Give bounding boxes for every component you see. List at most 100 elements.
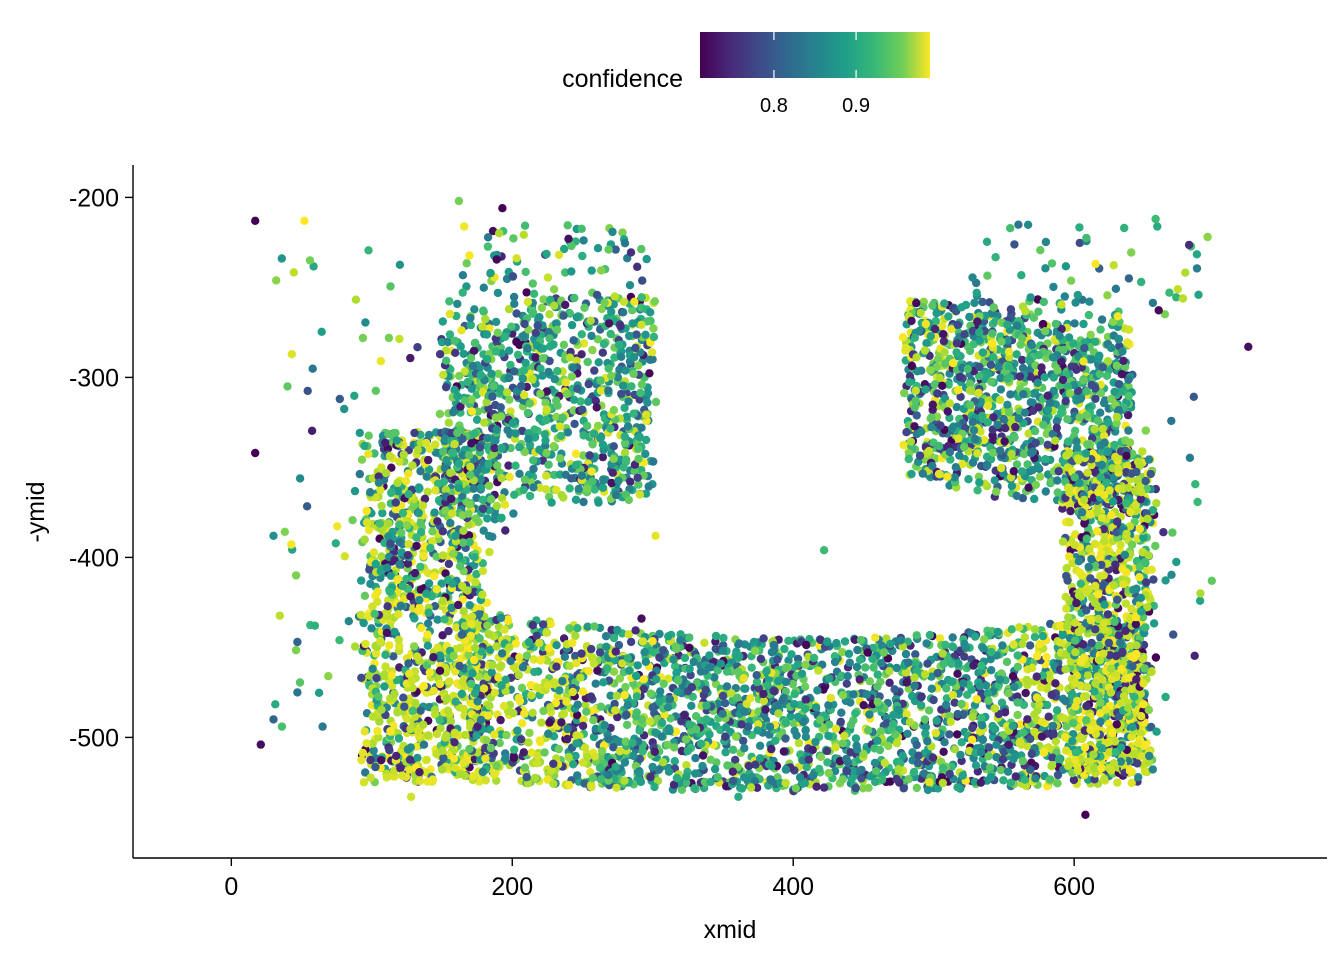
data-point xyxy=(620,758,630,767)
data-point xyxy=(720,699,730,708)
data-point xyxy=(360,441,369,451)
data-point xyxy=(609,442,618,451)
data-point xyxy=(422,472,431,481)
data-point xyxy=(596,702,606,711)
data-point xyxy=(598,452,607,462)
data-point xyxy=(941,640,950,649)
data-point xyxy=(537,718,546,727)
data-point xyxy=(395,641,404,651)
data-point xyxy=(467,395,476,404)
data-point xyxy=(497,649,507,658)
data-point xyxy=(611,647,620,656)
data-point xyxy=(1013,662,1022,672)
data-point xyxy=(374,472,383,481)
data-point xyxy=(458,434,467,444)
data-point xyxy=(584,379,593,389)
data-point xyxy=(615,674,625,683)
data-point xyxy=(865,710,874,719)
data-point xyxy=(411,698,420,707)
data-point xyxy=(1049,730,1058,739)
data-point xyxy=(449,549,458,558)
data-point xyxy=(525,728,534,738)
data-point xyxy=(795,773,805,782)
data-point xyxy=(455,661,464,671)
data-point xyxy=(996,385,1006,394)
data-point xyxy=(801,732,811,741)
data-point xyxy=(398,771,407,780)
data-point xyxy=(832,638,841,648)
data-point xyxy=(546,703,555,712)
data-point xyxy=(925,630,935,640)
data-point xyxy=(1037,732,1047,741)
data-point xyxy=(568,363,578,372)
data-point xyxy=(541,485,551,494)
data-point xyxy=(894,765,903,774)
data-point xyxy=(986,773,996,782)
data-point xyxy=(611,490,621,500)
data-point xyxy=(1010,682,1019,692)
data-point xyxy=(464,520,473,529)
data-point xyxy=(1025,641,1035,650)
data-point xyxy=(631,626,640,635)
data-point xyxy=(600,721,609,730)
data-point xyxy=(655,629,664,639)
data-point xyxy=(967,735,977,744)
data-point xyxy=(1047,690,1056,700)
data-point xyxy=(718,691,728,701)
data-point xyxy=(515,442,524,452)
data-point xyxy=(530,667,539,677)
data-point xyxy=(1013,710,1022,720)
data-point xyxy=(990,704,999,713)
data-point xyxy=(767,761,776,771)
data-point xyxy=(767,744,776,754)
data-point xyxy=(809,653,819,663)
legend-tick-label: 0.8 xyxy=(760,95,788,117)
data-point xyxy=(599,678,608,687)
data-point xyxy=(457,630,467,639)
data-point xyxy=(846,698,855,707)
data-point xyxy=(415,768,424,777)
data-point xyxy=(1013,651,1022,660)
data-point xyxy=(483,434,492,443)
data-point xyxy=(520,447,529,457)
data-point xyxy=(1032,672,1042,681)
data-point xyxy=(529,464,538,474)
data-point xyxy=(781,718,791,728)
data-point xyxy=(921,729,930,738)
data-point xyxy=(530,425,539,434)
data-point xyxy=(1053,779,1062,788)
data-point xyxy=(470,338,480,348)
data-point xyxy=(478,767,488,777)
data-point xyxy=(687,683,697,692)
data-point xyxy=(938,778,947,788)
data-point xyxy=(386,571,396,580)
data-point xyxy=(441,383,451,392)
data-point xyxy=(753,726,762,735)
data-point xyxy=(1021,688,1030,698)
data-point xyxy=(606,691,615,700)
data-point xyxy=(765,722,775,731)
data-point xyxy=(531,353,540,362)
data-point xyxy=(1023,715,1032,724)
data-point xyxy=(522,651,532,660)
data-point xyxy=(509,292,519,302)
data-point xyxy=(659,646,668,655)
data-point xyxy=(364,525,374,535)
data-point xyxy=(445,677,454,686)
data-point xyxy=(466,631,475,640)
data-point xyxy=(583,357,592,367)
data-point xyxy=(355,469,364,479)
data-point xyxy=(435,716,444,725)
data-point xyxy=(593,421,603,430)
data-point xyxy=(357,576,366,585)
data-point xyxy=(639,675,648,684)
data-point xyxy=(376,636,385,646)
data-point xyxy=(846,720,856,729)
data-point xyxy=(522,772,531,782)
data-point xyxy=(536,389,545,398)
data-point xyxy=(583,397,593,406)
data-point xyxy=(552,485,561,495)
data-point xyxy=(387,463,396,472)
data-point xyxy=(861,663,870,672)
data-point xyxy=(812,782,821,791)
